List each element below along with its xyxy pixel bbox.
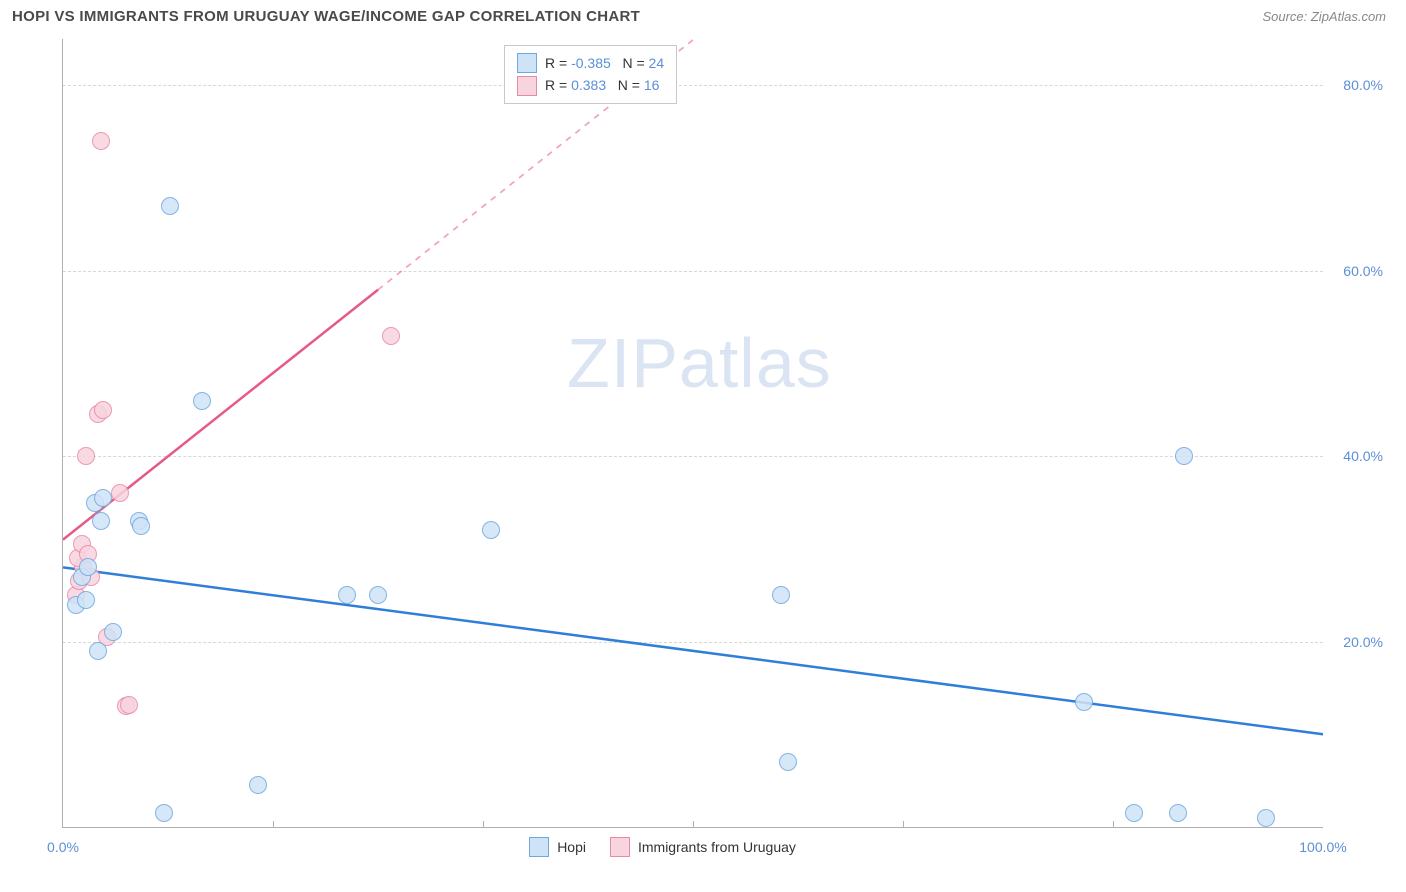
- legend-swatch: [529, 837, 549, 857]
- data-point: [482, 521, 500, 539]
- legend-item: Hopi: [529, 837, 586, 857]
- data-point: [111, 484, 129, 502]
- data-point: [77, 591, 95, 609]
- watermark: ZIPatlas: [567, 323, 832, 403]
- gridline-v: [273, 821, 274, 827]
- data-point: [772, 586, 790, 604]
- gridline-v: [483, 821, 484, 827]
- watermark-zip: ZIP: [567, 324, 679, 402]
- gridline-h: [63, 642, 1323, 643]
- data-point: [155, 804, 173, 822]
- x-tick-label: 0.0%: [47, 839, 79, 855]
- stats-legend-row: R = 0.383 N = 16: [517, 74, 664, 96]
- chart-header: HOPI VS IMMIGRANTS FROM URUGUAY WAGE/INC…: [0, 0, 1406, 29]
- data-point: [77, 447, 95, 465]
- data-point: [249, 776, 267, 794]
- gridline-v: [693, 821, 694, 827]
- y-tick-label: 20.0%: [1343, 634, 1383, 650]
- data-point: [1075, 693, 1093, 711]
- data-point: [94, 489, 112, 507]
- data-point: [94, 401, 112, 419]
- data-point: [1175, 447, 1193, 465]
- data-point: [89, 642, 107, 660]
- chart-title: HOPI VS IMMIGRANTS FROM URUGUAY WAGE/INC…: [12, 8, 640, 25]
- data-point: [1257, 809, 1275, 827]
- stats-text: R = -0.385 N = 24: [545, 52, 664, 74]
- y-tick-label: 80.0%: [1343, 77, 1383, 93]
- data-point: [779, 753, 797, 771]
- gridline-v: [1113, 821, 1114, 827]
- gridline-v: [903, 821, 904, 827]
- gridline-h: [63, 271, 1323, 272]
- gridline-h: [63, 456, 1323, 457]
- stats-legend: R = -0.385 N = 24R = 0.383 N = 16: [504, 45, 677, 104]
- data-point: [92, 132, 110, 150]
- legend-item: Immigrants from Uruguay: [610, 837, 796, 857]
- legend-label: Immigrants from Uruguay: [638, 839, 796, 855]
- data-point: [132, 517, 150, 535]
- data-point: [338, 586, 356, 604]
- data-point: [161, 197, 179, 215]
- legend-label: Hopi: [557, 839, 586, 855]
- y-tick-label: 40.0%: [1343, 448, 1383, 464]
- data-point: [92, 512, 110, 530]
- watermark-atlas: atlas: [679, 324, 832, 402]
- data-point: [193, 392, 211, 410]
- data-point: [120, 696, 138, 714]
- stats-legend-row: R = -0.385 N = 24: [517, 52, 664, 74]
- data-point: [369, 586, 387, 604]
- series-legend: Hopi Immigrants from Uruguay: [529, 837, 796, 857]
- y-tick-label: 60.0%: [1343, 263, 1383, 279]
- legend-swatch: [517, 53, 537, 73]
- data-point: [104, 623, 122, 641]
- legend-swatch: [610, 837, 630, 857]
- data-point: [1169, 804, 1187, 822]
- chart-source: Source: ZipAtlas.com: [1262, 9, 1386, 24]
- data-point: [1125, 804, 1143, 822]
- stats-text: R = 0.383 N = 16: [545, 74, 659, 96]
- data-point: [382, 327, 400, 345]
- legend-swatch: [517, 76, 537, 96]
- data-point: [79, 558, 97, 576]
- trend-lines: [63, 39, 1323, 827]
- gridline-h: [63, 85, 1323, 86]
- x-tick-label: 100.0%: [1299, 839, 1346, 855]
- plot-region: ZIPatlas 20.0%40.0%60.0%80.0%0.0%100.0%R…: [62, 39, 1323, 828]
